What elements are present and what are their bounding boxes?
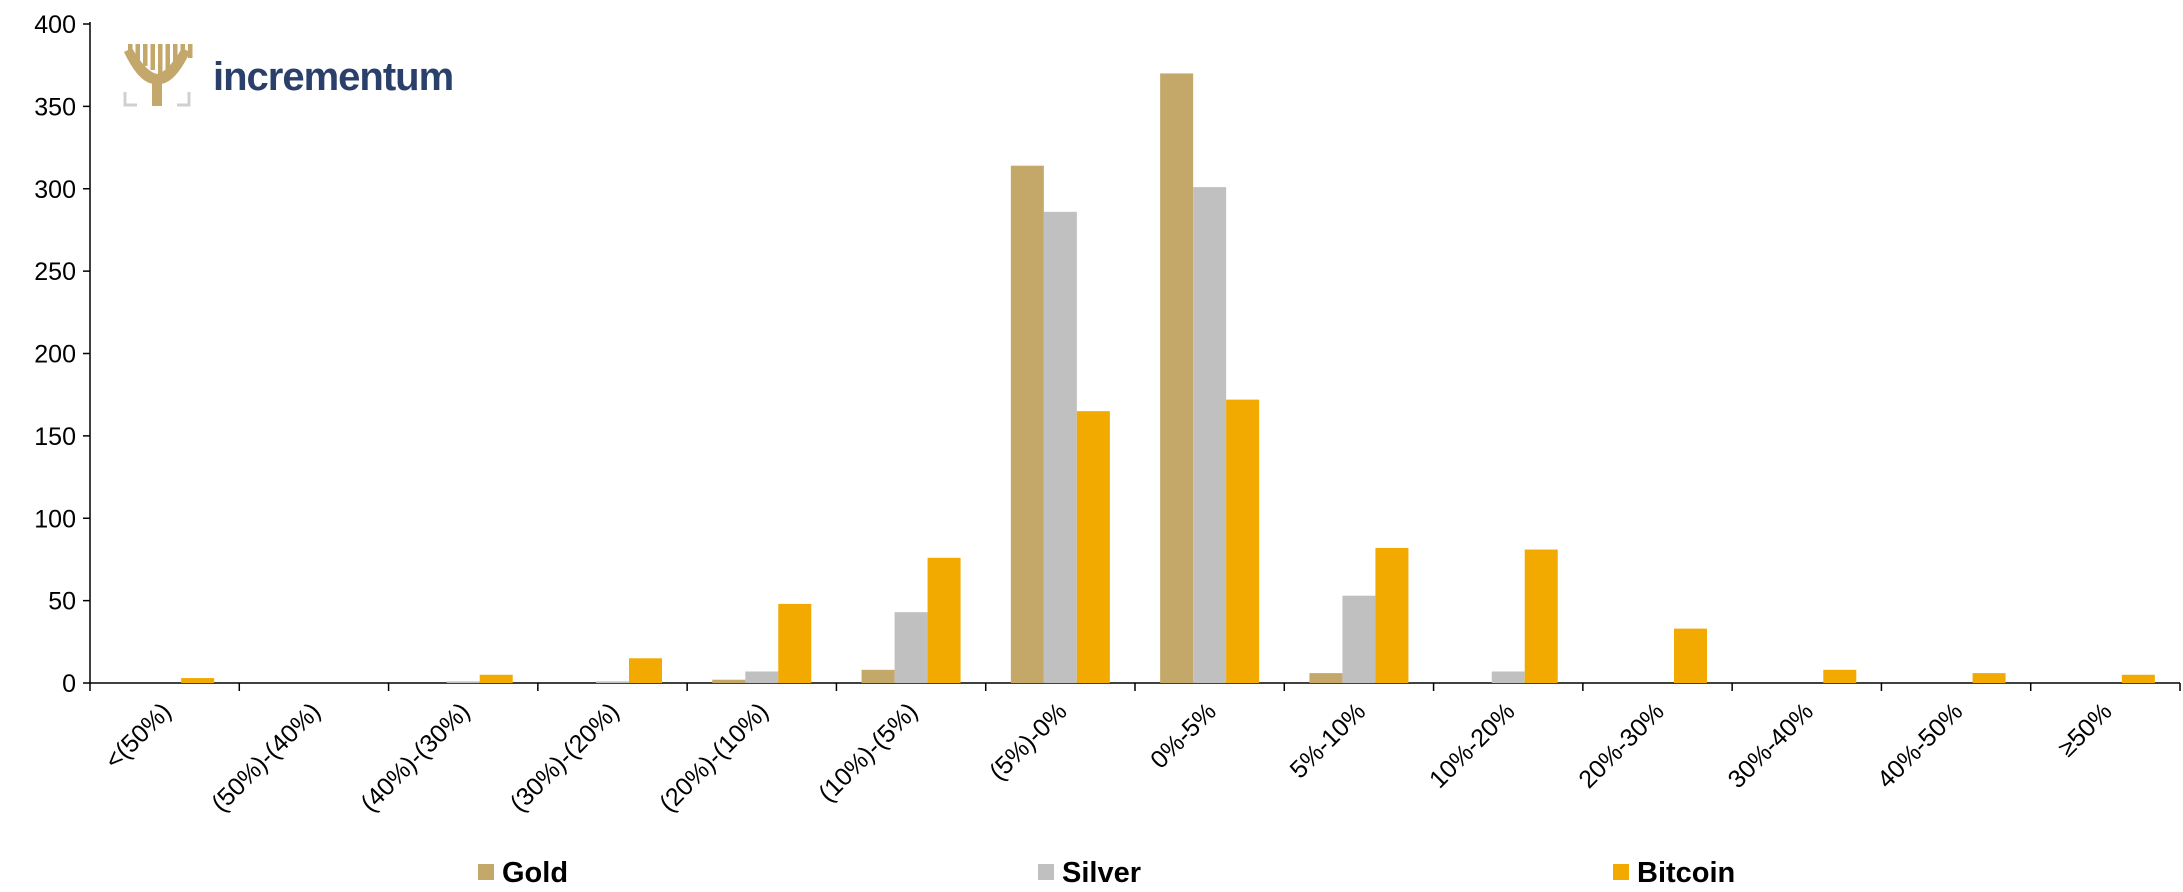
bar-bitcoin-6 <box>1076 411 1110 683</box>
bar-silver-3 <box>596 681 629 683</box>
x-category-label: 10%-20% <box>1424 697 1520 793</box>
logo-branch <box>188 44 193 58</box>
bar-bitcoin-2 <box>479 674 513 683</box>
x-category-label: (10%)-(5%) <box>813 697 923 807</box>
y-tick-label: 150 <box>34 423 76 451</box>
y-tick-label: 100 <box>34 505 76 533</box>
x-category-label: (5%)-0% <box>984 697 1073 786</box>
x-category-label: 5%-10% <box>1285 697 1372 784</box>
y-tick-label: 350 <box>34 93 76 121</box>
legend: Gold Silver Bitcoin <box>478 857 1735 889</box>
bar-bitcoin-12 <box>1972 673 2006 683</box>
bar-bitcoin-4 <box>778 603 812 683</box>
x-category-label: <(50%) <box>100 697 177 774</box>
bar-bitcoin-3 <box>629 658 662 683</box>
bar-silver-4 <box>745 671 779 683</box>
bar-silver-8 <box>1342 595 1376 683</box>
y-tick-label: 0 <box>62 670 76 698</box>
bar-bitcoin-0 <box>181 678 215 683</box>
y-tick-label: 50 <box>48 588 76 616</box>
legend-swatch-bitcoin <box>1613 864 1629 880</box>
bar-gold-7 <box>1160 73 1194 684</box>
legend-label-silver: Silver <box>1062 857 1141 887</box>
legend-swatch-silver <box>1038 864 1054 880</box>
bar-silver-2 <box>446 681 480 683</box>
logo-bracket-right <box>177 92 191 107</box>
bar-silver-7 <box>1193 187 1227 684</box>
x-category-label: (40%)-(30%) <box>355 697 475 817</box>
bar-bitcoin-5 <box>927 557 961 683</box>
bar-bitcoin-10 <box>1674 628 1707 683</box>
legend-label-bitcoin: Bitcoin <box>1637 857 1735 887</box>
x-category-label: 0%-5% <box>1145 697 1222 774</box>
bar-silver-5 <box>894 612 928 683</box>
logo-bracket-left <box>123 92 137 107</box>
logo-branch <box>180 44 185 62</box>
logo-branch <box>135 44 140 62</box>
logo-branch <box>143 44 148 66</box>
logo-branch <box>173 44 178 66</box>
y-tick-label: 400 <box>34 11 76 39</box>
bars <box>181 73 2155 684</box>
bar-bitcoin-9 <box>1524 549 1558 683</box>
y-tick-label: 250 <box>34 258 76 286</box>
legend-label-gold: Gold <box>502 857 568 887</box>
bar-silver-6 <box>1043 211 1077 683</box>
bar-gold-6 <box>1010 165 1044 683</box>
y-tick-label: 200 <box>34 341 76 369</box>
bar-gold-5 <box>861 669 895 683</box>
logo-branch <box>158 44 163 74</box>
bar-gold-8 <box>1309 673 1343 683</box>
x-category-label: 30%-40% <box>1723 697 1819 793</box>
x-category-label: ≥50% <box>2053 697 2118 762</box>
legend-swatch-gold <box>478 864 494 880</box>
category-labels: <(50%) (50%)-(40%) (40%)-(30%) (30%)-(20%)(… <box>100 697 2118 817</box>
x-category-label: (20%)-(10%) <box>654 697 774 817</box>
tree-logo-icon <box>123 44 193 107</box>
logo-canopy <box>124 48 190 85</box>
x-category-label: 20%-30% <box>1573 697 1669 793</box>
x-category-label: (50%)-(40%) <box>206 697 326 817</box>
bar-bitcoin-11 <box>1823 669 1857 683</box>
x-category-label: 40%-50% <box>1872 697 1968 793</box>
brand-name: incrementum <box>213 55 453 99</box>
incrementum-logo: incrementum <box>123 44 454 107</box>
bar-bitcoin-8 <box>1375 547 1409 683</box>
bar-bitcoin-7 <box>1226 399 1260 683</box>
bar-silver-9 <box>1491 671 1525 683</box>
logo-branch <box>128 44 133 58</box>
logo-branch <box>150 44 155 70</box>
y-tick-label: 300 <box>34 176 76 204</box>
logo-trunk <box>152 80 162 106</box>
logo-branch <box>165 44 170 70</box>
x-category-label: (30%)-(20%) <box>505 697 625 817</box>
bar-gold-4 <box>712 679 746 683</box>
bar-bitcoin-13 <box>2121 674 2155 683</box>
